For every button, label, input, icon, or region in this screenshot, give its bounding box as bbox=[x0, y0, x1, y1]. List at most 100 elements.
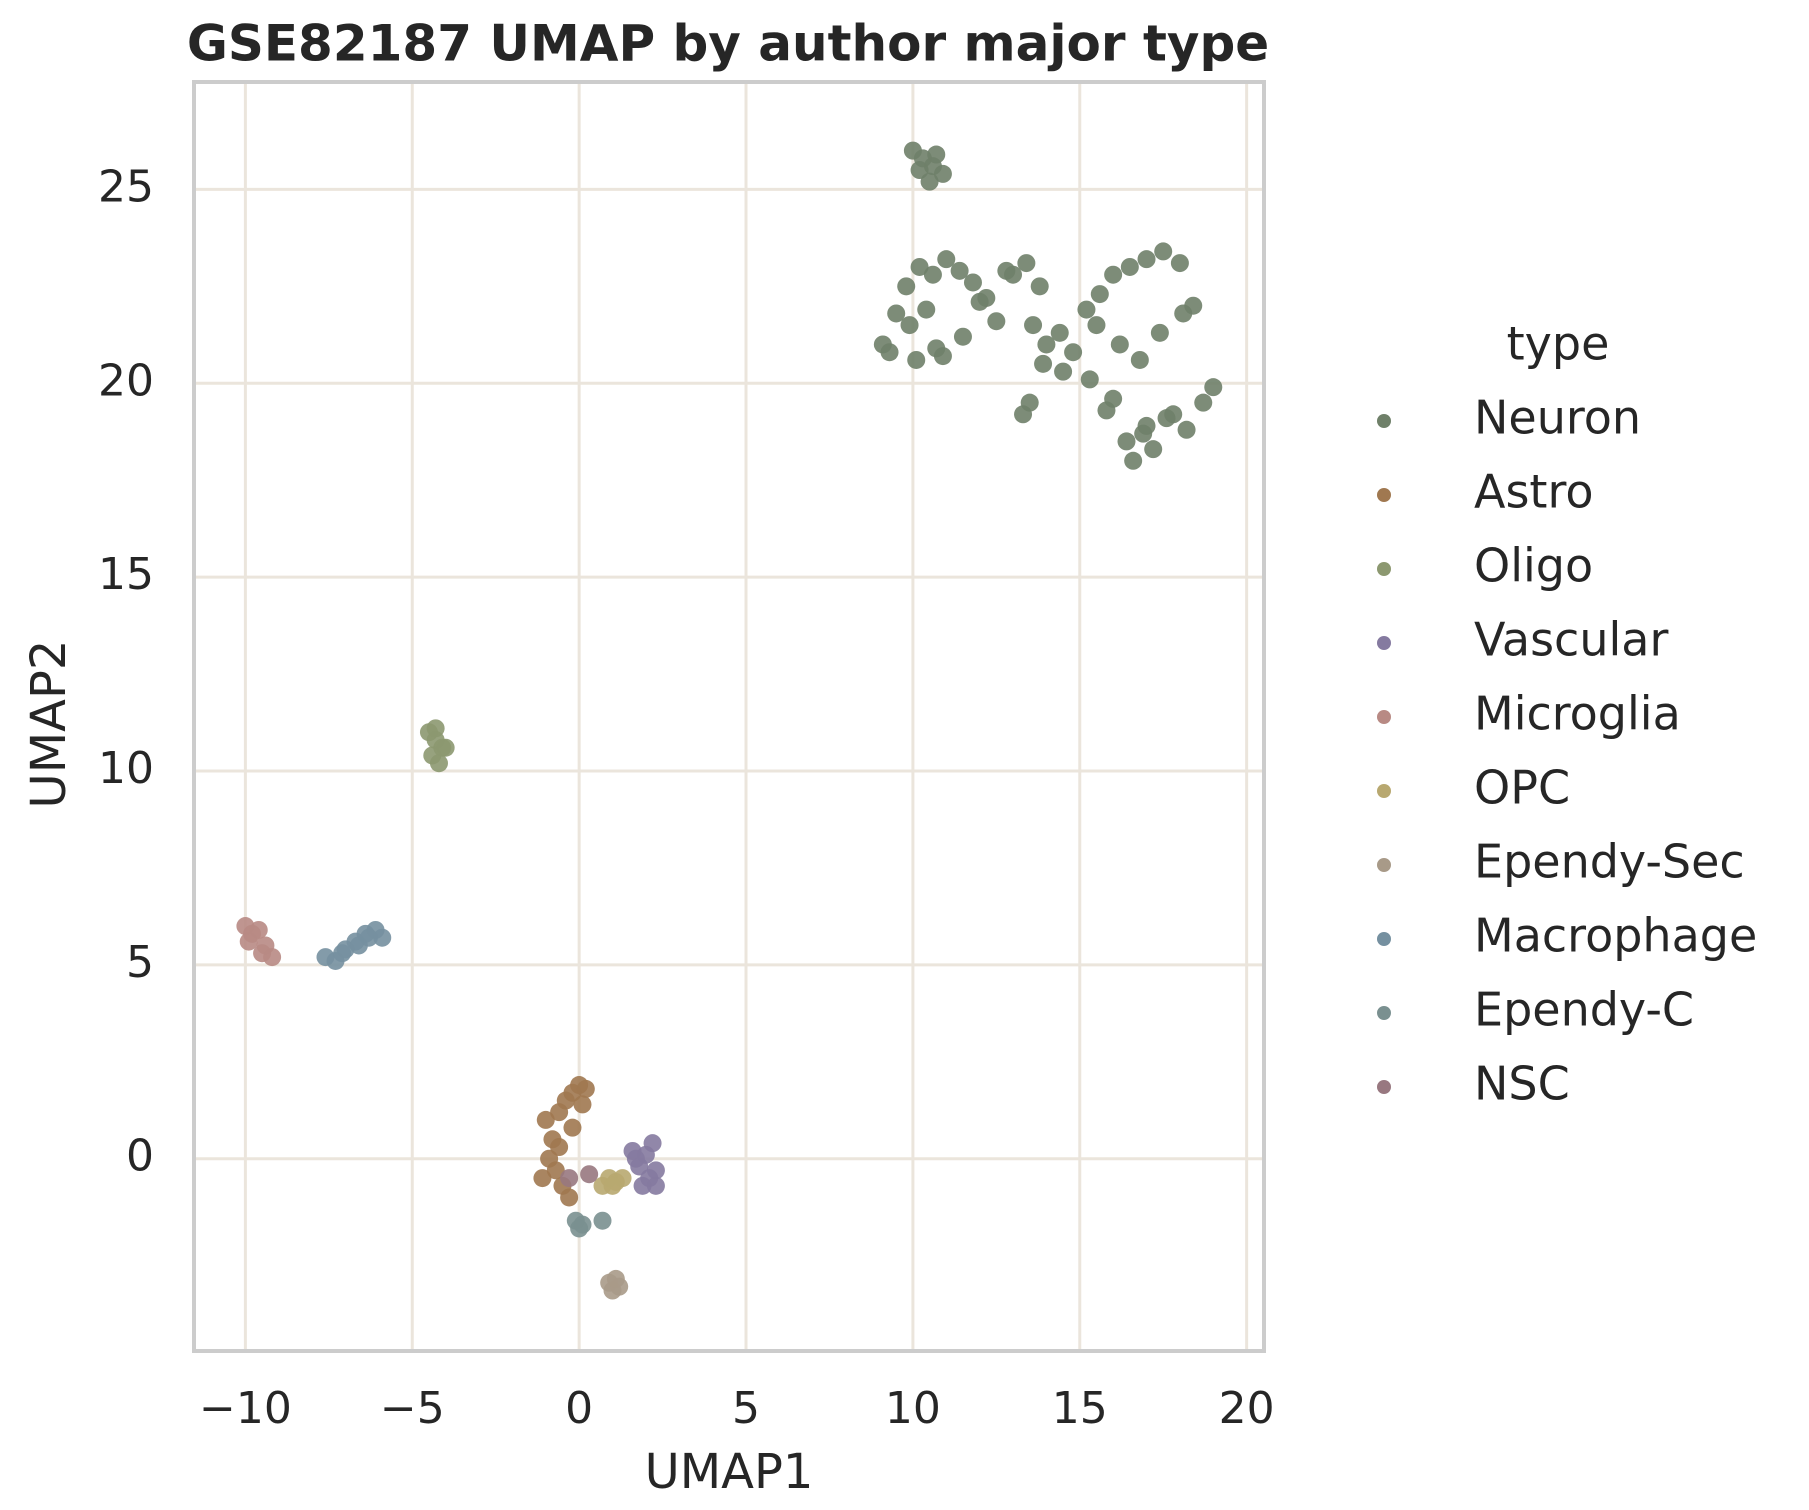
legend-label: Astro bbox=[1474, 465, 1594, 519]
point bbox=[933, 164, 952, 183]
legend-label: Microglia bbox=[1474, 687, 1681, 741]
point bbox=[1130, 350, 1149, 369]
point bbox=[1087, 316, 1106, 335]
legend-label: NSC bbox=[1474, 1057, 1570, 1111]
point bbox=[253, 944, 272, 963]
point bbox=[1030, 277, 1049, 296]
point bbox=[1164, 405, 1183, 424]
point bbox=[373, 928, 392, 947]
point bbox=[1024, 316, 1043, 335]
legend-marker bbox=[1377, 488, 1391, 502]
point bbox=[907, 350, 926, 369]
legend-label: Oligo bbox=[1474, 539, 1593, 593]
chart-title: GSE82187 UMAP by author major type bbox=[187, 15, 1269, 73]
x-axis-label: UMAP1 bbox=[645, 1444, 814, 1500]
legend-marker bbox=[1377, 414, 1391, 428]
x-tick-label: 0 bbox=[565, 1383, 593, 1434]
legend-marker bbox=[1377, 636, 1391, 650]
legend-label: Vascular bbox=[1474, 613, 1668, 667]
x-tick-label: 20 bbox=[1219, 1383, 1275, 1434]
point bbox=[1020, 393, 1039, 412]
point bbox=[646, 1176, 665, 1195]
legend-label: OPC bbox=[1474, 761, 1570, 815]
point bbox=[573, 1215, 592, 1234]
x-tick-label: 10 bbox=[885, 1383, 941, 1434]
legend-marker bbox=[1377, 932, 1391, 946]
point bbox=[963, 273, 982, 292]
point bbox=[920, 172, 939, 191]
y-tick-label: 25 bbox=[98, 161, 154, 212]
legend-marker bbox=[1377, 1006, 1391, 1020]
point bbox=[533, 1169, 552, 1188]
point bbox=[1137, 250, 1156, 269]
point bbox=[970, 292, 989, 311]
point bbox=[950, 261, 969, 280]
x-tick-label: 15 bbox=[1052, 1383, 1108, 1434]
point bbox=[1134, 424, 1153, 443]
point bbox=[1017, 254, 1036, 273]
legend-marker bbox=[1377, 858, 1391, 872]
point bbox=[1170, 254, 1189, 273]
point bbox=[1120, 257, 1139, 276]
point bbox=[1174, 304, 1193, 323]
point bbox=[359, 928, 378, 947]
point bbox=[1034, 354, 1053, 373]
legend-label: Neuron bbox=[1474, 391, 1641, 445]
point bbox=[887, 304, 906, 323]
point bbox=[1177, 420, 1196, 439]
point bbox=[937, 250, 956, 269]
point bbox=[1110, 335, 1129, 354]
point bbox=[436, 738, 455, 757]
point bbox=[426, 719, 445, 738]
y-tick-label: 10 bbox=[98, 743, 154, 794]
point bbox=[927, 145, 946, 164]
point bbox=[626, 1149, 645, 1168]
point bbox=[1150, 323, 1169, 342]
legend-label: Ependy-C bbox=[1474, 983, 1694, 1037]
point bbox=[560, 1188, 579, 1207]
point bbox=[1077, 300, 1096, 319]
point bbox=[606, 1269, 625, 1288]
legend-marker bbox=[1377, 1080, 1391, 1094]
point bbox=[546, 1161, 565, 1180]
point bbox=[1090, 285, 1109, 304]
point bbox=[1154, 242, 1173, 261]
point bbox=[900, 316, 919, 335]
point bbox=[563, 1118, 582, 1137]
y-axis-label: UMAP2 bbox=[21, 640, 77, 809]
point bbox=[1050, 323, 1069, 342]
x-tick-label: −5 bbox=[380, 1383, 445, 1434]
point bbox=[1194, 393, 1213, 412]
point bbox=[953, 327, 972, 346]
point bbox=[580, 1165, 599, 1184]
point bbox=[1124, 451, 1143, 470]
point bbox=[603, 1176, 622, 1195]
point bbox=[1104, 265, 1123, 284]
point bbox=[987, 312, 1006, 331]
point bbox=[239, 932, 258, 951]
point bbox=[576, 1079, 595, 1098]
legend-marker bbox=[1377, 784, 1391, 798]
point bbox=[910, 161, 929, 180]
plot-frame bbox=[192, 80, 1266, 1353]
point bbox=[880, 343, 899, 362]
x-tick-label: −10 bbox=[199, 1383, 292, 1434]
point bbox=[249, 920, 268, 939]
point bbox=[917, 300, 936, 319]
point bbox=[1064, 343, 1083, 362]
legend-marker bbox=[1377, 562, 1391, 576]
point bbox=[560, 1169, 579, 1188]
point bbox=[573, 1095, 592, 1114]
point bbox=[593, 1211, 612, 1230]
y-tick-label: 15 bbox=[98, 549, 154, 600]
y-tick-label: 0 bbox=[126, 1131, 154, 1182]
y-tick-label: 5 bbox=[126, 937, 154, 988]
point bbox=[550, 1138, 569, 1157]
point bbox=[927, 339, 946, 358]
legend-title: type bbox=[1507, 317, 1610, 371]
legend-marker bbox=[1377, 710, 1391, 724]
point bbox=[923, 265, 942, 284]
point bbox=[1144, 440, 1163, 459]
x-tick-label: 5 bbox=[732, 1383, 760, 1434]
